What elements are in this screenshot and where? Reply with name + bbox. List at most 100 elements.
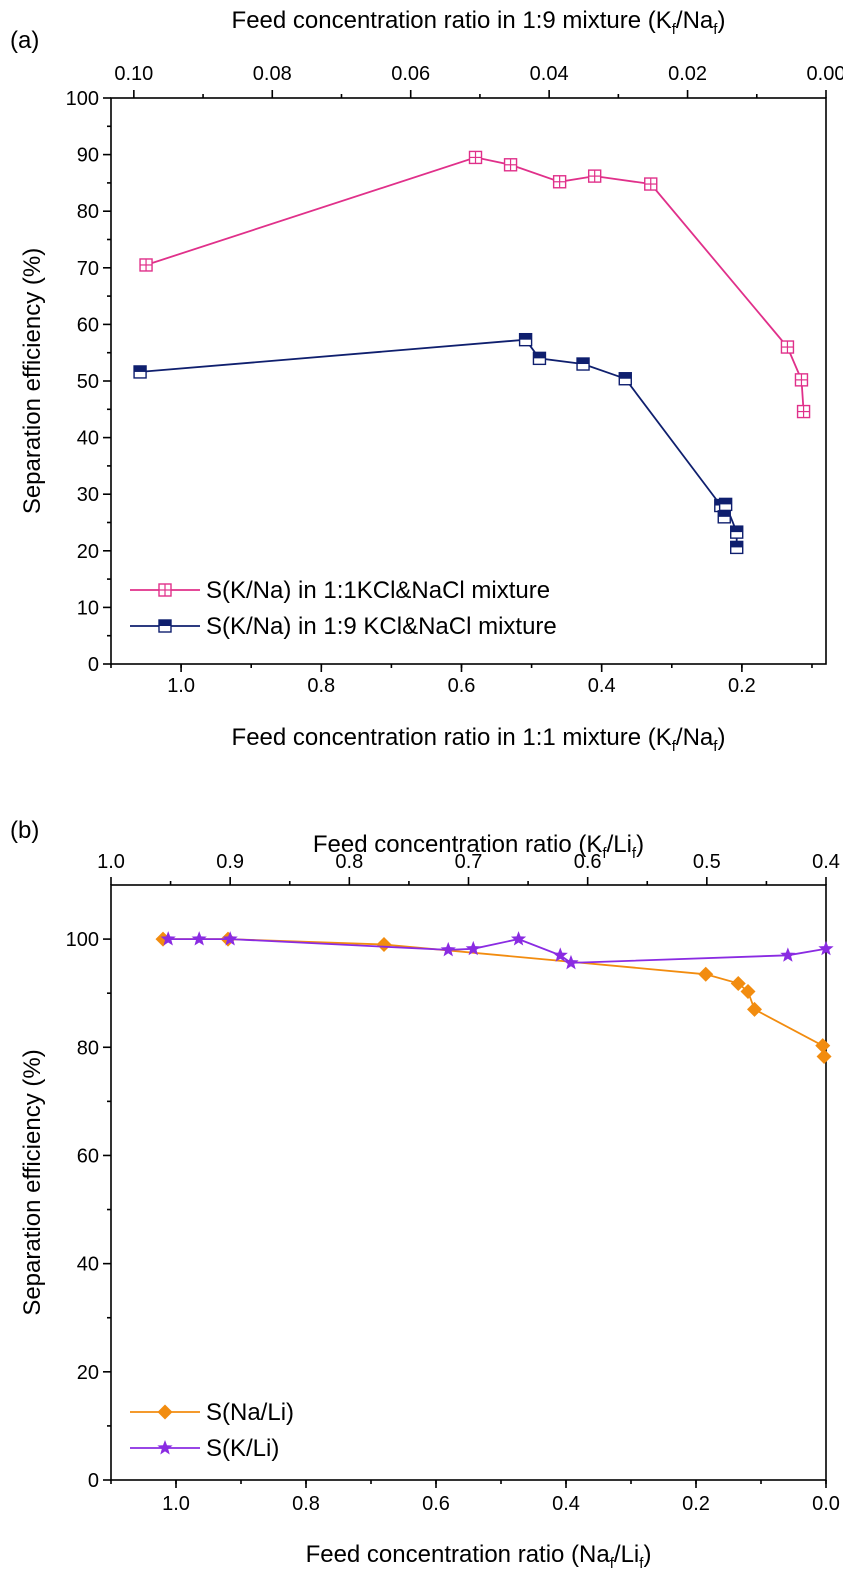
- data-point-fill: [134, 365, 147, 372]
- x2-tick-label: 0.6: [574, 851, 602, 873]
- x2-axis-title-part-3: ): [636, 831, 644, 858]
- y-tick-label: 60: [77, 314, 99, 336]
- x-axis-title-part-0: f: [672, 738, 677, 755]
- chart-panel-b: (b) 0 20 40 60 80 100 1.0 0.8 0.6 0.4 0.2 0.0 1.0 0.9 0…: [10, 817, 840, 1572]
- x-tick-label: 0.8: [292, 1493, 320, 1515]
- x-axis-title-part-3: ): [643, 1541, 651, 1568]
- panel-label: (a): [10, 27, 39, 54]
- data-point: [816, 1048, 832, 1064]
- series-line: [145, 156, 805, 412]
- x-tick-label: 0.2: [682, 1493, 710, 1515]
- x-axis-title-part-2: f: [713, 738, 718, 755]
- x-axis-title-base: Feed concentration ratio (Na: [306, 1541, 611, 1568]
- x2-axis-title-part-0: f: [602, 845, 607, 862]
- series-1: S(K/Li): [130, 931, 834, 1462]
- legend-label: S(Na/Li): [206, 1399, 294, 1426]
- x2-axis-title-base: Feed concentration ratio in 1:9 mixture …: [232, 7, 672, 34]
- x2-tick-label: 0.08: [253, 63, 292, 85]
- x-axis-title-part-0: f: [610, 1555, 615, 1572]
- data-point: [563, 954, 579, 970]
- x-tick-label: 0.8: [307, 675, 335, 697]
- x-tick-label: 1.0: [167, 675, 195, 697]
- x-tick-label: 0.0: [812, 1493, 840, 1515]
- data-point: [376, 937, 392, 952]
- data-point-fill: [730, 526, 743, 533]
- x2-axis-title-part-2: f: [713, 21, 718, 38]
- x-axis-title: Feed concentration ratio in 1:1 mixture …: [232, 724, 726, 755]
- x2-axis-title-part-2: f: [632, 845, 637, 862]
- data-point-fill: [719, 498, 732, 505]
- y-tick-label: 30: [77, 484, 99, 506]
- data-point-fill: [577, 358, 590, 365]
- x-axis-title: Feed concentration ratio (Naf/Lif): [306, 1541, 652, 1572]
- y-tick-label: 60: [77, 1145, 99, 1167]
- data-point-fill: [619, 372, 632, 379]
- x-tick-label: 0.4: [588, 675, 616, 697]
- x2-tick-label: 0.7: [455, 851, 483, 873]
- data-point: [552, 947, 568, 962]
- data-point: [780, 947, 796, 962]
- x2-tick-label: 0.4: [812, 851, 840, 873]
- x2-axis-title-part-1: /Li: [607, 831, 632, 858]
- y-tick-label: 40: [77, 428, 99, 450]
- data-point: [730, 975, 746, 991]
- x2-tick-label: 1.0: [97, 851, 125, 873]
- legend-label: S(K/Na) in 1:1KCl&NaCl mixture: [206, 577, 550, 604]
- data-point: [222, 931, 238, 946]
- x-axis-title-base: Feed concentration ratio in 1:1 mixture …: [232, 724, 672, 751]
- legend-label: S(K/Na) in 1:9 KCl&NaCl mixture: [206, 613, 557, 640]
- y-tick-label: 0: [88, 1470, 99, 1492]
- series-line: [140, 338, 738, 548]
- chart-panel-a: (a) 0 10 20 30 40 50 60 70 80 90 100 1.0 0.8 0.6 0.4 0.2…: [10, 7, 843, 755]
- y-tick-label: 80: [77, 201, 99, 223]
- x2-tick-label: 0.9: [216, 851, 244, 873]
- data-point: [698, 966, 714, 982]
- x2-axis-title-part-3: ): [717, 7, 725, 34]
- data-point: [160, 931, 176, 946]
- legend-marker: [157, 1404, 173, 1420]
- data-point: [191, 931, 207, 946]
- y-tick-label: 40: [77, 1254, 99, 1276]
- data-point-fill: [519, 333, 532, 340]
- x-axis-title-part-1: /Li: [614, 1541, 639, 1568]
- x-tick-label: 0.6: [422, 1493, 450, 1515]
- x2-tick-label: 0.8: [335, 851, 363, 873]
- y-tick-label: 20: [77, 541, 99, 563]
- data-point-fill: [533, 352, 546, 359]
- x2-tick-label: 0.02: [668, 63, 707, 85]
- y-tick-label: 90: [77, 145, 99, 167]
- x-tick-label: 0.4: [552, 1493, 580, 1515]
- y-axis-title: Separation efficiency (%): [19, 1049, 46, 1315]
- data-point: [818, 940, 834, 956]
- series-line: [168, 938, 827, 964]
- x2-axis-title-part-1: /Na: [676, 7, 714, 34]
- x2-tick-label: 0.04: [530, 63, 569, 85]
- data-point: [747, 1001, 762, 1017]
- x-tick-label: 1.0: [162, 1493, 190, 1515]
- y-tick-label: 0: [88, 654, 99, 676]
- y-tick-label: 50: [77, 371, 99, 393]
- y-tick-label: 10: [77, 597, 99, 619]
- x-tick-label: 0.2: [728, 675, 756, 697]
- panel-label: (b): [10, 817, 39, 844]
- data-point: [740, 984, 756, 1000]
- legend-label: S(K/Li): [206, 1435, 279, 1462]
- y-tick-label: 70: [77, 258, 99, 280]
- x2-tick-label: 0.10: [114, 63, 153, 85]
- series-1: S(K/Na) in 1:9 KCl&NaCl mixture: [130, 332, 744, 640]
- y-axis-title: Separation efficiency (%): [19, 248, 46, 514]
- x2-tick-label: 0.5: [693, 851, 721, 873]
- y-tick-label: 100: [66, 929, 99, 951]
- x-axis-title-part-3: ): [717, 724, 725, 751]
- x2-axis-title-part-0: f: [672, 21, 677, 38]
- x-tick-label: 0.6: [448, 675, 476, 697]
- legend-marker: [157, 1440, 173, 1455]
- y-tick-label: 100: [66, 88, 99, 110]
- data-point-fill: [730, 541, 743, 548]
- x2-tick-label: 0.00: [807, 63, 843, 85]
- x-axis-title-part-2: f: [639, 1555, 644, 1572]
- y-tick-label: 80: [77, 1037, 99, 1059]
- data-point: [815, 1038, 831, 1054]
- data-point: [510, 931, 527, 946]
